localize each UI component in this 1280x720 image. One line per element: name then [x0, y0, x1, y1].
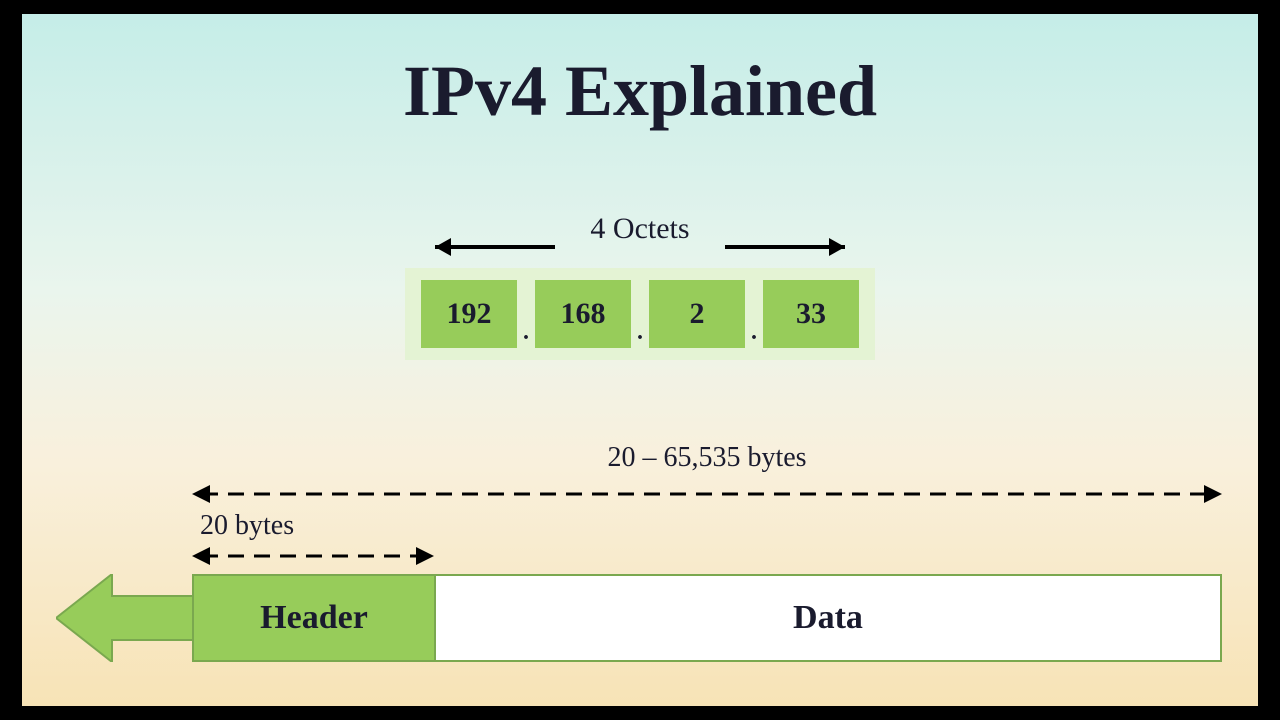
octet-3: 2 [649, 280, 745, 348]
packet-header-box: Header [194, 576, 436, 660]
direction-arrow-icon [56, 574, 196, 662]
dot-3: . [745, 319, 763, 348]
octet-1: 192 [421, 280, 517, 348]
octet-2: 168 [535, 280, 631, 348]
header-bytes-label: 20 bytes [200, 510, 294, 542]
header-bytes-arrow [192, 544, 434, 568]
total-bytes-label: 20 – 65,535 bytes [192, 442, 1222, 474]
page-title: IPv4 Explained [22, 50, 1258, 133]
diagram-canvas: IPv4 Explained 4 Octets 192 . 168 . 2 . … [22, 14, 1258, 706]
total-bytes-arrow [192, 482, 1222, 506]
dot-2: . [631, 319, 649, 348]
octets-double-arrow [22, 232, 1258, 262]
octet-4: 33 [763, 280, 859, 348]
ip-address-box: 192 . 168 . 2 . 33 [405, 268, 875, 360]
dot-1: . [517, 319, 535, 348]
packet-diagram: Header Data [192, 574, 1222, 662]
packet-data-box: Data [436, 576, 1220, 660]
